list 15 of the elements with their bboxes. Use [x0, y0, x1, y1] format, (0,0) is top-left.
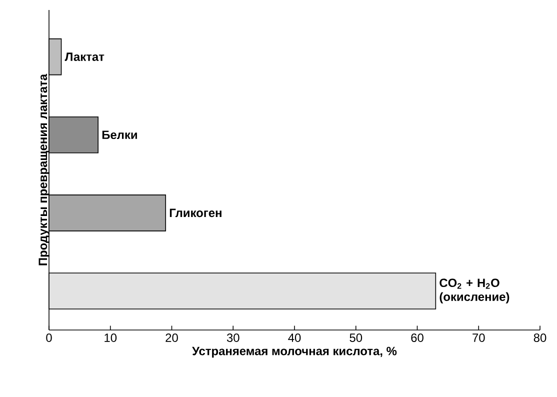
- x-axis-title: Устраняемая молочная кислота, %: [192, 346, 397, 358]
- x-tick-label: 70: [472, 334, 485, 342]
- x-tick-label: 0: [46, 334, 52, 342]
- y-tick-label: CO$_{2}$ + H$_{2}$O (окисление): [440, 278, 510, 304]
- y-tick-label: Лактат: [64, 52, 104, 61]
- y-tick-label: Гликоген: [170, 208, 222, 218]
- x-tick-label: 10: [104, 334, 117, 342]
- x-tick-label: 50: [350, 334, 362, 342]
- x-tick-label: 60: [411, 334, 424, 342]
- x-tick-label: 20: [166, 334, 178, 342]
- x-tick-label: 30: [226, 334, 240, 342]
- y-axis-title: Продукты превращения лактата: [38, 74, 50, 266]
- x-tick-label: 40: [288, 334, 301, 342]
- y-tick-label: Белки: [102, 130, 137, 140]
- x-tick-label: 80: [534, 334, 546, 342]
